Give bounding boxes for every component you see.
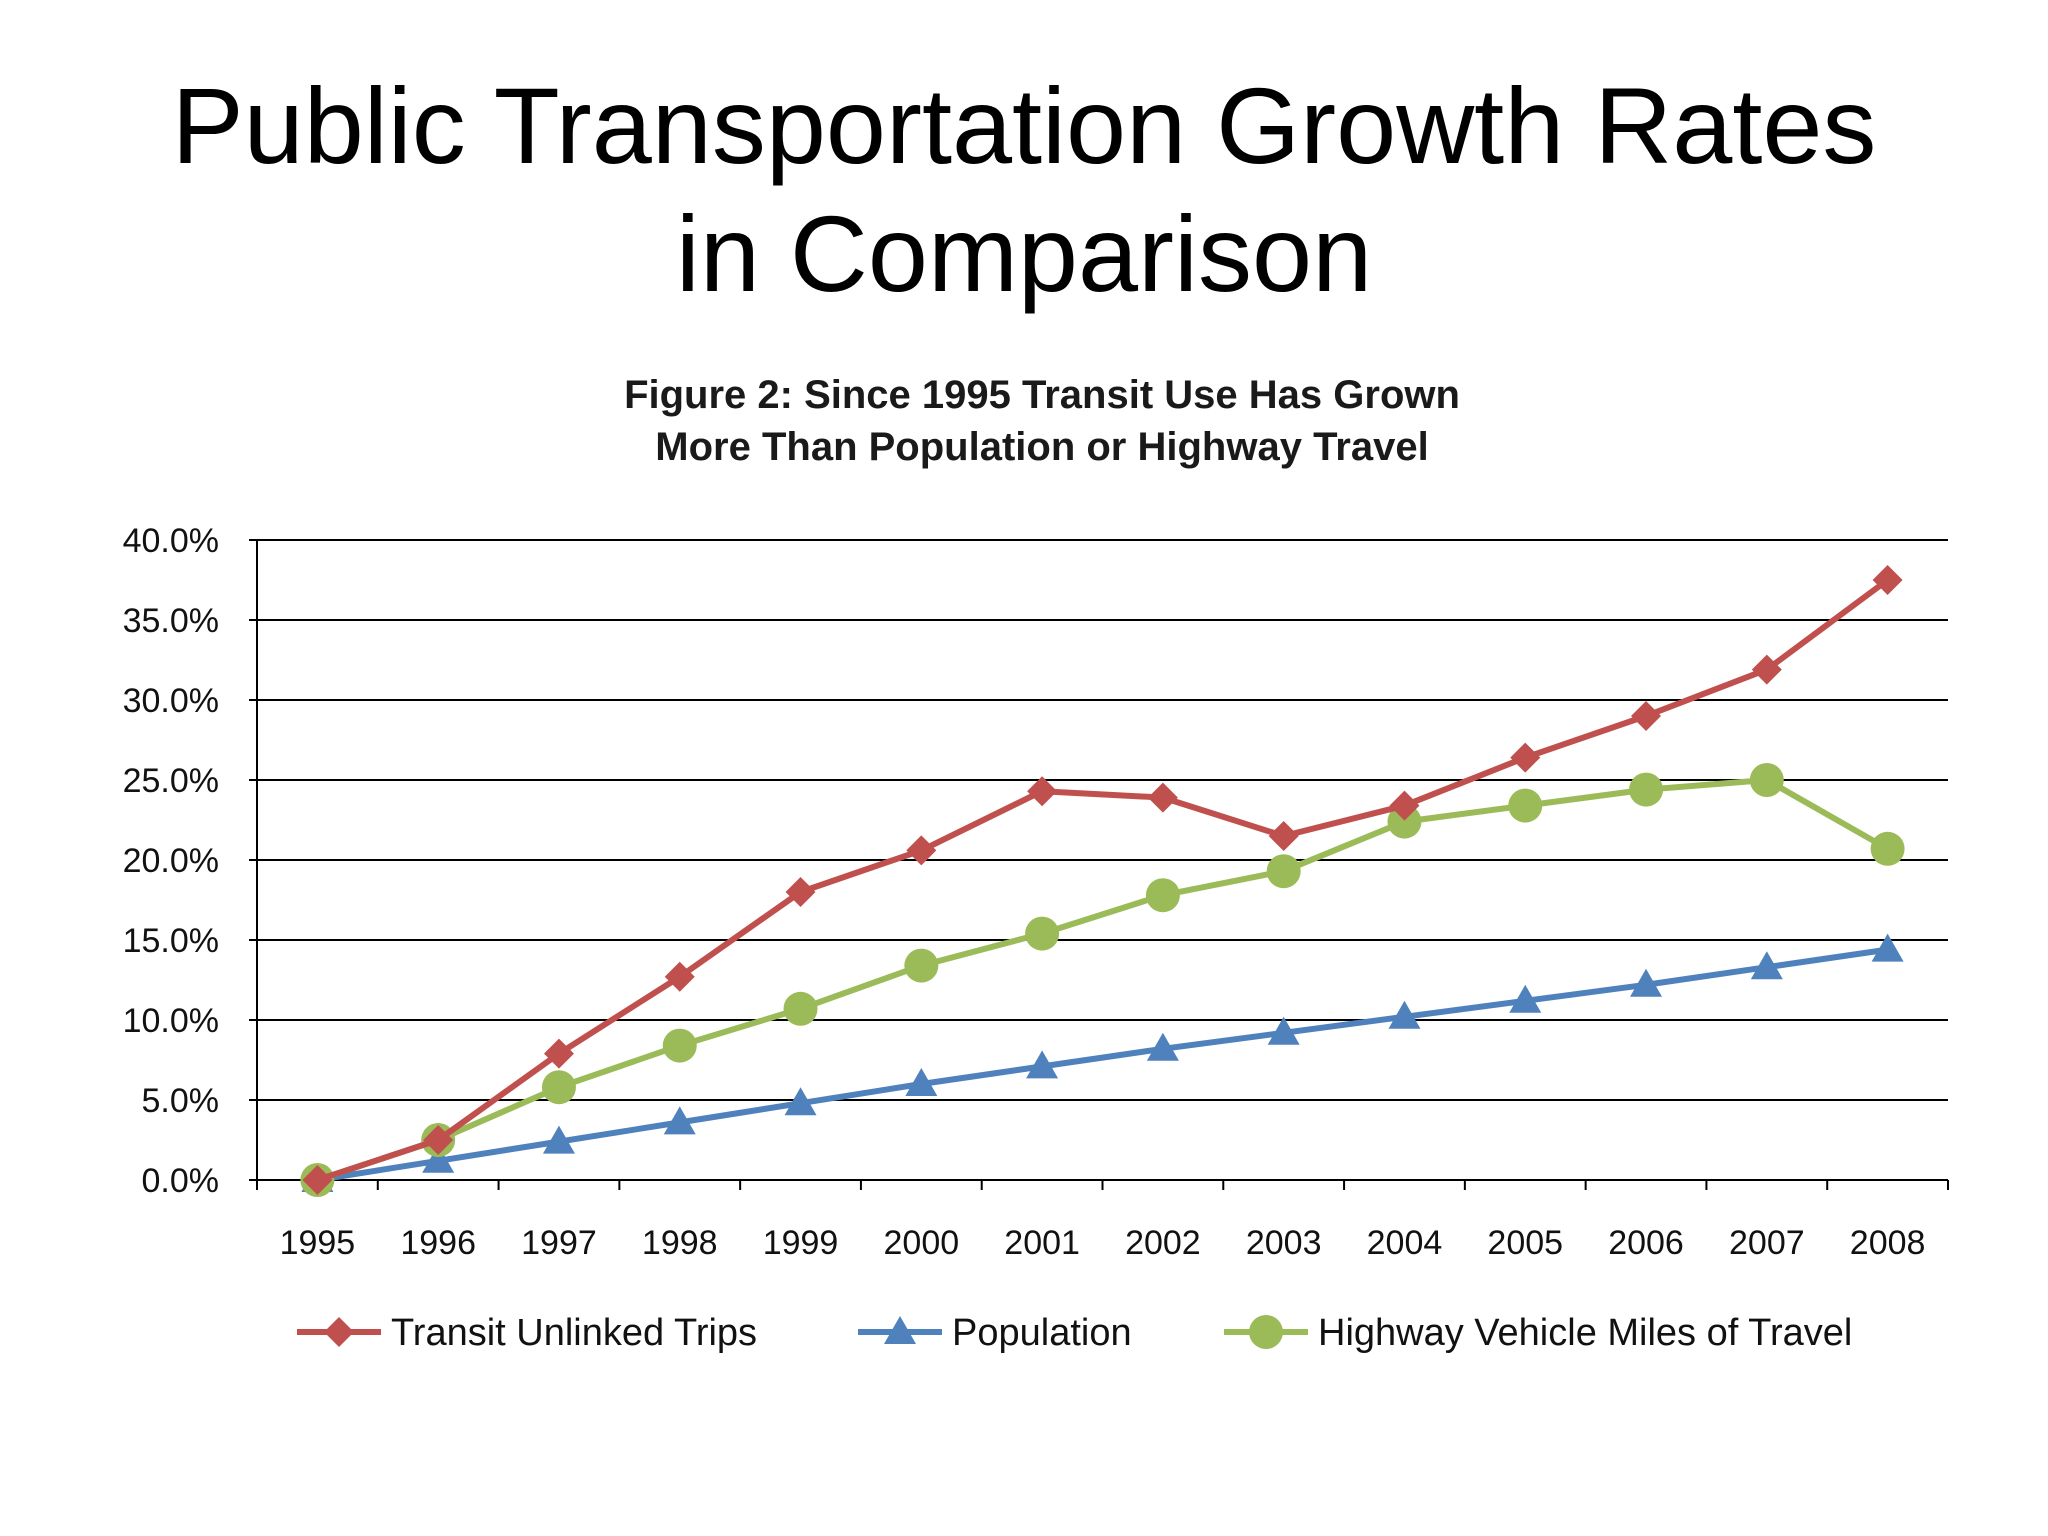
data-point-triangle [1388, 1000, 1421, 1029]
legend: Transit Unlinked Trips Population Highway … [297, 1312, 1852, 1354]
data-point-circle [1629, 772, 1664, 807]
x-tick-label: 1996 [400, 1224, 476, 1262]
y-tick-label: 10.0% [123, 1002, 219, 1040]
slide-title-line-1: Public Transportation Growth Rates [171, 65, 1877, 186]
data-point-triangle [1750, 951, 1783, 980]
x-axis-tick-labels: 1995 1996 1997 1998 1999 2000 2001 2002 2003 2004… [280, 1224, 1926, 1262]
data-point-diamond [664, 961, 695, 992]
legend-item: Population [858, 1312, 1132, 1354]
data-point-triangle [542, 1125, 575, 1154]
data-point-triangle [1146, 1032, 1179, 1061]
x-tick-label: 1998 [642, 1224, 718, 1262]
y-tick-label: 20.0% [123, 842, 219, 880]
series-line [316, 777, 1890, 1183]
data-point-triangle [905, 1068, 938, 1096]
legend-label: Transit Unlinked Trips [391, 1312, 757, 1354]
data-point-triangle [1871, 933, 1904, 962]
series-diamond [302, 565, 1903, 1195]
data-point-triangle [784, 1087, 817, 1116]
data-point-diamond [906, 835, 937, 866]
chart-title: Figure 2: Since 1995 Transit Use Has Gro… [624, 373, 1460, 417]
y-tick-label: 0.0% [142, 1162, 220, 1200]
legend-item: Highway Vehicle Miles of Travel [1224, 1312, 1852, 1354]
data-point-diamond [302, 1165, 333, 1195]
data-point-triangle [422, 1144, 455, 1173]
data-point-circle [662, 1028, 697, 1063]
data-point-diamond [785, 877, 816, 907]
y-tick-label: 5.0% [142, 1082, 220, 1120]
y-tick-label: 35.0% [123, 602, 219, 640]
gridlines [257, 539, 1948, 1101]
x-tick-label: 2008 [1850, 1224, 1926, 1262]
x-tick-label: 1999 [763, 1224, 839, 1262]
data-point-diamond [1389, 790, 1420, 821]
data-point-circle [541, 1070, 576, 1105]
x-tick-label: 2003 [1246, 1224, 1322, 1262]
legend-item: Transit Unlinked Trips [297, 1312, 757, 1354]
data-point-triangle [1026, 1050, 1059, 1079]
x-tick-label: 2007 [1729, 1224, 1805, 1262]
y-tick-label: 25.0% [123, 762, 219, 800]
data-point-circle [1387, 804, 1422, 839]
data-point-triangle [1267, 1016, 1300, 1045]
x-tick-label: 1995 [280, 1224, 356, 1262]
y-tick-label: 30.0% [123, 682, 219, 720]
data-point-circle [783, 991, 818, 1026]
legend-marker-circle [1249, 1315, 1283, 1349]
y-axis-tick-labels: 0.0% 5.0% 10.0% 15.0% 20.0% 25.0% 30.0% 35.0% 40… [123, 522, 219, 1200]
legend-marker-diamond [324, 1317, 354, 1347]
data-point-diamond [543, 1038, 574, 1069]
x-tick-label: 2004 [1367, 1224, 1443, 1262]
data-point-circle [1145, 878, 1180, 913]
x-tick-label: 2005 [1487, 1224, 1563, 1262]
y-tick-label: 40.0% [123, 522, 219, 560]
data-point-circle [1749, 763, 1784, 797]
data-point-triangle [663, 1106, 696, 1135]
data-point-circle [1025, 916, 1060, 951]
x-tick-label: 2006 [1608, 1224, 1684, 1262]
data-point-diamond [1751, 654, 1782, 685]
legend-label: Population [952, 1312, 1132, 1354]
x-tick-label: 2000 [884, 1224, 960, 1262]
slide-title-line-2: in Comparison [675, 193, 1373, 314]
legend-label: Highway Vehicle Miles of Travel [1318, 1312, 1852, 1354]
data-point-diamond [1027, 776, 1058, 807]
data-point-diamond [1872, 565, 1903, 595]
data-point-diamond [1268, 821, 1299, 851]
data-point-diamond [1147, 782, 1178, 813]
y-tick-label: 15.0% [123, 922, 219, 960]
x-tick-label: 2001 [1004, 1224, 1080, 1262]
data-point-circle [1870, 831, 1905, 866]
series-lines [300, 565, 1905, 1197]
slide-title: Public Transportation Growth Rates in Co… [0, 62, 2048, 318]
data-point-circle [1266, 854, 1301, 889]
data-point-triangle [1509, 984, 1542, 1013]
x-tick-label: 2002 [1125, 1224, 1201, 1262]
data-point-circle [904, 948, 939, 983]
series-line [316, 577, 1890, 1183]
data-point-triangle [1630, 968, 1663, 997]
legend-marker-triangle [884, 1316, 916, 1344]
series-line [316, 946, 1889, 1183]
data-point-circle [1508, 788, 1543, 823]
chart-subtitle: More Than Population or Highway Travel [655, 425, 1428, 469]
axes [249, 539, 1949, 1190]
data-point-diamond [1631, 701, 1662, 731]
data-point-diamond [1510, 742, 1541, 773]
data-point-diamond [423, 1125, 454, 1155]
x-tick-label: 1997 [521, 1224, 597, 1262]
